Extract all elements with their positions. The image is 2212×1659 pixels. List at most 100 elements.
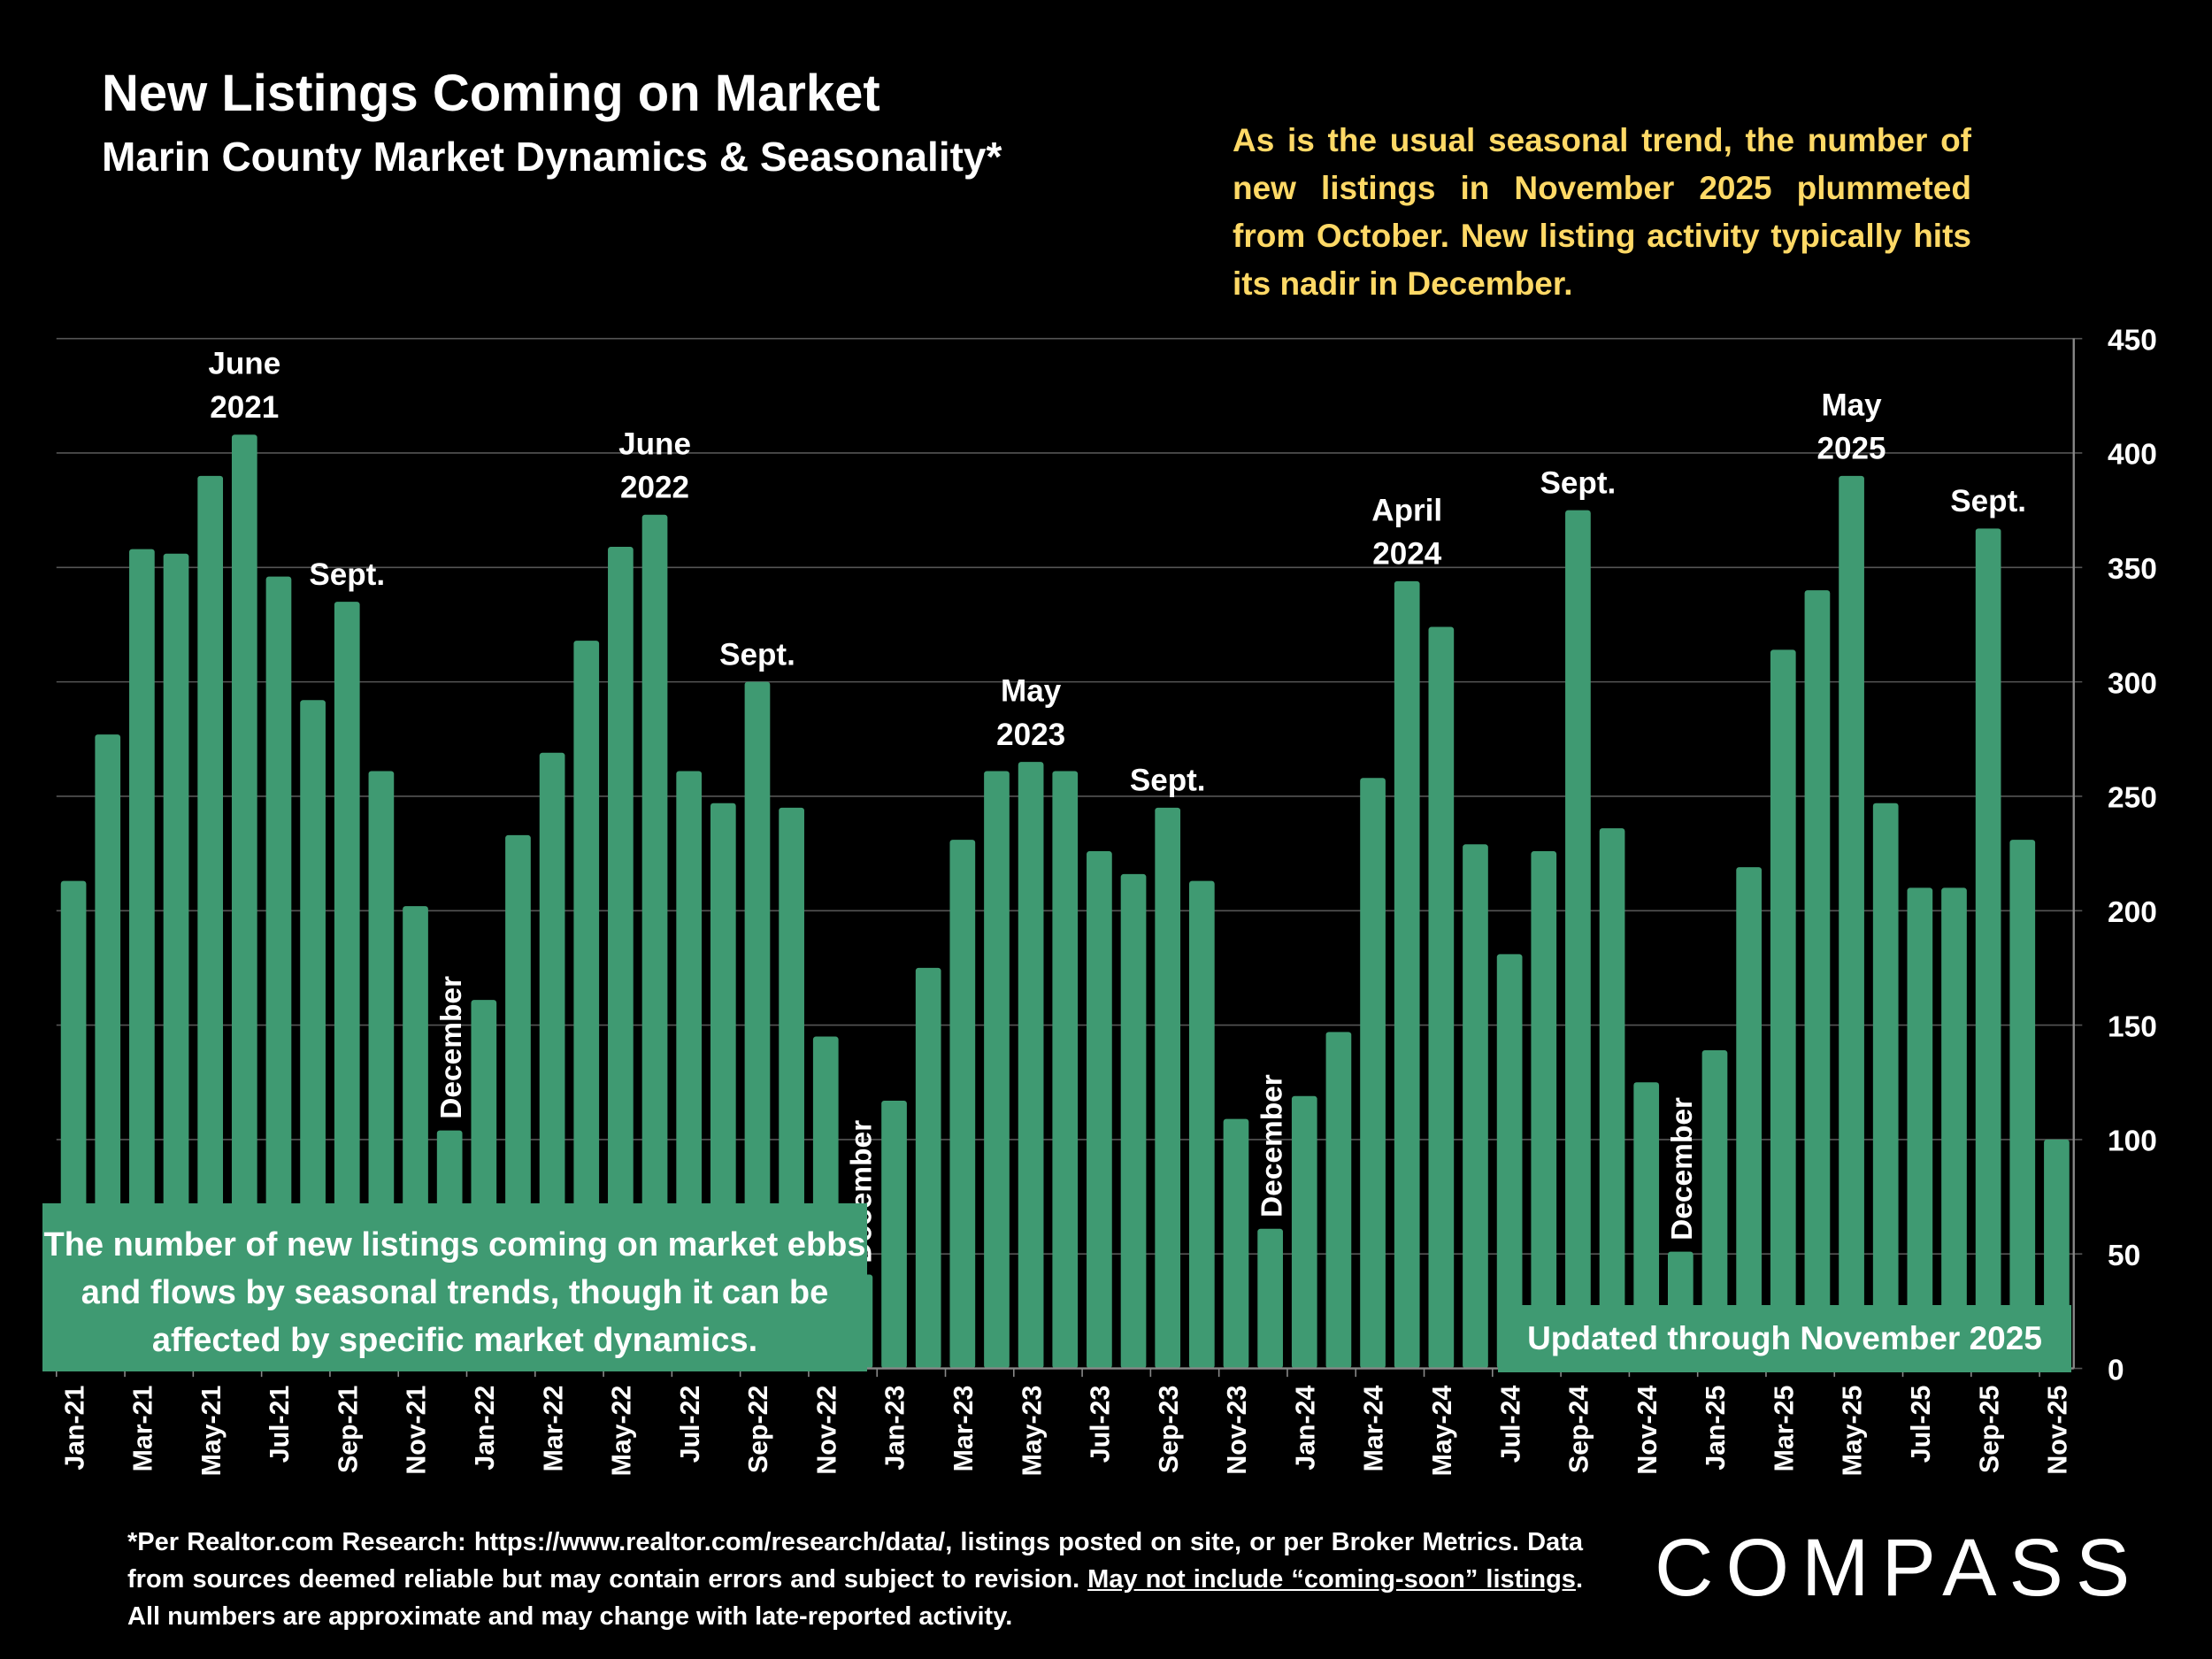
bar-sep-23: [1155, 807, 1181, 1369]
annotation-label: Sept.: [719, 637, 795, 672]
bar-jun-22: [641, 514, 668, 1369]
bar-may-24: [1428, 626, 1455, 1369]
bar-sep-25: [1975, 528, 2001, 1369]
bar-aug-23: [1120, 873, 1147, 1369]
x-tick-label: Jul-23: [1087, 1386, 1116, 1463]
bar-apr-22: [573, 641, 600, 1369]
bar-mar-25: [1770, 649, 1796, 1369]
y-tick-label: 0: [2108, 1354, 2124, 1386]
x-tick-label: Jul-21: [265, 1386, 295, 1463]
footnote-text: *Per Realtor.com Research: https://www.r…: [127, 1528, 1583, 1594]
annotation-label: May: [1821, 388, 1882, 422]
y-tick-label: 300: [2108, 667, 2157, 700]
annotation-label: Sept.: [1950, 484, 2026, 518]
callout-updated-through: Updated through November 2025: [1498, 1305, 2071, 1372]
x-tick-label: May-24: [1428, 1386, 1457, 1477]
y-tick-label: 350: [2108, 553, 2157, 586]
bar-jan-25: [1701, 1050, 1728, 1369]
x-tick-label: Jul-25: [1907, 1386, 1936, 1463]
annotation-label: 2024: [1372, 537, 1442, 572]
x-tick-label: May-21: [197, 1386, 227, 1477]
bar-jul-24: [1496, 954, 1523, 1369]
footnote-text-end: . All numbers are approximate and may ch…: [127, 1565, 1583, 1631]
bar-jun-24: [1463, 844, 1488, 1369]
bar-sep-22: [744, 681, 771, 1369]
bar-aug-21: [300, 700, 326, 1369]
bar-mar-24: [1360, 778, 1386, 1369]
x-tick-label: Mar-23: [949, 1386, 979, 1472]
y-tick-label: 200: [2108, 896, 2157, 929]
bar-apr-24: [1394, 580, 1420, 1369]
bar-mar-21: [129, 549, 155, 1369]
bar-feb-24: [1325, 1032, 1352, 1369]
y-tick-label: 450: [2108, 324, 2157, 357]
y-tick-label: 50: [2108, 1240, 2140, 1272]
x-tick-label: Mar-22: [539, 1386, 568, 1472]
bar-apr-23: [984, 771, 1010, 1369]
bar-may-21: [197, 475, 224, 1369]
footnote-underlined: May not include “coming-soon” listings: [1087, 1565, 1576, 1594]
bar-jul-23: [1087, 851, 1112, 1369]
x-tick-label: Jan-22: [471, 1386, 500, 1471]
x-tick-label: Mar-25: [1770, 1386, 1799, 1472]
compass-logo: COMPASS: [1655, 1523, 2143, 1613]
bar-jun-21: [231, 434, 257, 1369]
annotation-label: 2021: [210, 390, 279, 425]
x-tick-label: Sep-24: [1565, 1386, 1594, 1473]
x-tick-label: Jan-23: [881, 1386, 910, 1471]
bar-dec-23: [1257, 1228, 1283, 1369]
bar-jun-23: [1052, 771, 1079, 1369]
annotation-label: Sept.: [1540, 466, 1617, 501]
bar-jan-24: [1291, 1095, 1317, 1369]
bar-jul-25: [1907, 887, 1933, 1369]
bar-sep-21: [334, 602, 360, 1369]
bar-sep-24: [1565, 510, 1591, 1369]
bar-may-22: [608, 547, 634, 1369]
bar-oct-24: [1599, 828, 1625, 1369]
y-tick-label: 150: [2108, 1010, 2157, 1043]
x-tick-label: Jul-24: [1496, 1386, 1525, 1463]
x-tick-label: Nov-22: [812, 1386, 841, 1475]
annotation-label: June: [208, 347, 280, 381]
x-tick-label: Nov-21: [403, 1386, 432, 1475]
annotation-label: December: [435, 976, 468, 1119]
bar-oct-23: [1188, 880, 1215, 1369]
bar-nov-23: [1223, 1118, 1249, 1369]
annotation-label: June: [618, 426, 691, 461]
bar-may-23: [1018, 762, 1044, 1369]
x-tick-label: Jan-25: [1701, 1386, 1731, 1471]
bar-apr-25: [1804, 590, 1831, 1369]
y-tick-label: 250: [2108, 782, 2157, 815]
annotation-label: 2025: [1817, 432, 1886, 466]
annotation-label: 2023: [996, 718, 1065, 752]
seasonal-note: As is the usual seasonal trend, the numb…: [1233, 122, 1971, 302]
x-tick-label: Jan-24: [1291, 1386, 1320, 1471]
bar-oct-25: [2009, 840, 2036, 1369]
annotation-label: April: [1371, 493, 1442, 527]
bar-jul-21: [265, 576, 292, 1369]
annotation-label: December: [1666, 1097, 1699, 1240]
x-tick-label: Mar-24: [1360, 1386, 1389, 1472]
x-tick-label: Jan-21: [60, 1386, 89, 1471]
x-tick-label: Mar-21: [129, 1386, 158, 1472]
annotation-label: December: [1256, 1074, 1288, 1217]
bar-aug-24: [1531, 851, 1557, 1369]
annotation-label: 2022: [620, 471, 689, 505]
bar-apr-21: [163, 553, 189, 1369]
annotation-label: Sept.: [309, 557, 385, 592]
x-tick-label: Jul-22: [676, 1386, 705, 1463]
x-tick-label: Sep-21: [334, 1386, 363, 1473]
annotation-label: May: [1001, 674, 1062, 709]
bar-feb-25: [1736, 867, 1762, 1369]
bar-may-25: [1839, 475, 1864, 1369]
x-tick-label: May-25: [1839, 1386, 1868, 1477]
bar-aug-25: [1941, 887, 1967, 1369]
x-tick-label: May-23: [1018, 1386, 1047, 1477]
footnote: *Per Realtor.com Research: https://www.r…: [127, 1524, 1583, 1635]
chart-subtitle: Marin County Market Dynamics & Seasonali…: [102, 134, 1002, 180]
y-tick-label: 400: [2108, 439, 2157, 472]
x-tick-label: May-22: [608, 1386, 637, 1477]
x-tick-label: Nov-25: [2044, 1386, 2073, 1475]
x-tick-label: Nov-24: [1633, 1386, 1663, 1475]
bar-jan-23: [881, 1100, 907, 1369]
